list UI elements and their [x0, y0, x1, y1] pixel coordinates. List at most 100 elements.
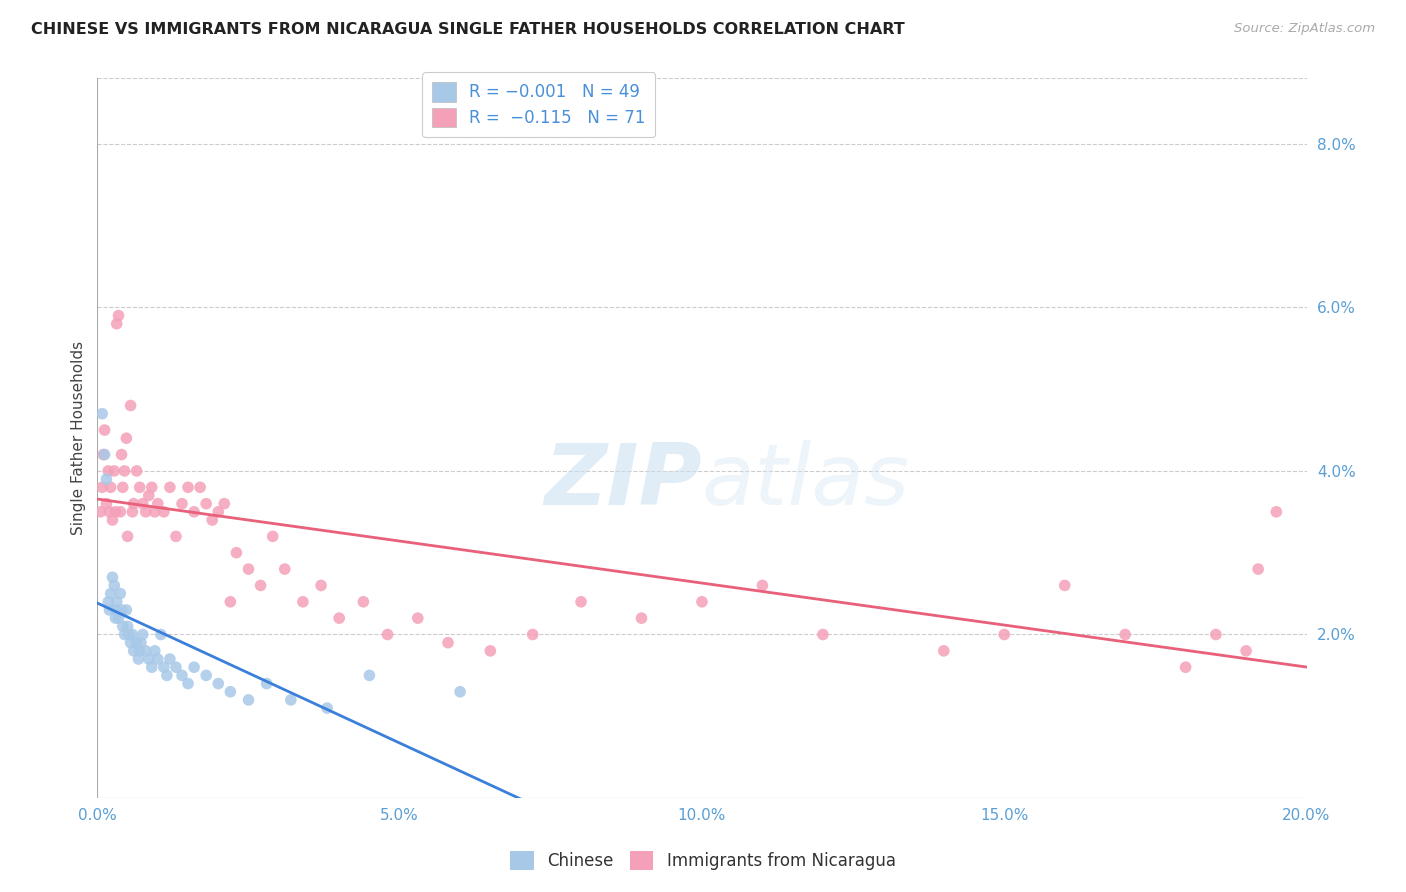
- Point: [183, 660, 205, 674]
- Point: [110, 505, 132, 519]
- Point: [309, 578, 332, 592]
- Point: [156, 668, 179, 682]
- Point: [122, 497, 145, 511]
- Point: [274, 562, 297, 576]
- Point: [89, 505, 111, 519]
- Point: [1053, 578, 1076, 592]
- Point: [359, 668, 381, 682]
- Point: [159, 652, 181, 666]
- Point: [1174, 660, 1197, 674]
- Point: [93, 423, 115, 437]
- Point: [352, 595, 374, 609]
- Point: [141, 480, 163, 494]
- Point: [107, 309, 129, 323]
- Point: [101, 513, 124, 527]
- Point: [1247, 562, 1270, 576]
- Point: [291, 595, 314, 609]
- Point: [91, 480, 114, 494]
- Point: [122, 644, 145, 658]
- Point: [110, 603, 132, 617]
- Point: [120, 635, 142, 649]
- Legend: Chinese, Immigrants from Nicaragua: Chinese, Immigrants from Nicaragua: [503, 844, 903, 877]
- Point: [104, 505, 127, 519]
- Point: [219, 685, 242, 699]
- Point: [115, 603, 138, 617]
- Point: [103, 464, 125, 478]
- Point: [111, 480, 134, 494]
- Point: [121, 627, 143, 641]
- Text: Source: ZipAtlas.com: Source: ZipAtlas.com: [1234, 22, 1375, 36]
- Point: [110, 586, 132, 600]
- Point: [97, 595, 120, 609]
- Point: [280, 693, 302, 707]
- Point: [328, 611, 350, 625]
- Point: [115, 431, 138, 445]
- Point: [93, 448, 115, 462]
- Point: [110, 448, 132, 462]
- Point: [125, 635, 148, 649]
- Point: [479, 644, 502, 658]
- Text: ZIP: ZIP: [544, 440, 702, 523]
- Point: [97, 464, 120, 478]
- Point: [143, 644, 166, 658]
- Point: [1234, 644, 1257, 658]
- Point: [316, 701, 339, 715]
- Point: [522, 627, 544, 641]
- Point: [98, 603, 121, 617]
- Point: [159, 480, 181, 494]
- Point: [690, 595, 713, 609]
- Point: [177, 676, 200, 690]
- Point: [131, 497, 153, 511]
- Text: atlas: atlas: [702, 440, 910, 523]
- Point: [165, 529, 187, 543]
- Point: [107, 611, 129, 625]
- Point: [170, 497, 193, 511]
- Point: [262, 529, 284, 543]
- Point: [569, 595, 592, 609]
- Point: [135, 505, 157, 519]
- Point: [238, 562, 260, 576]
- Point: [219, 595, 242, 609]
- Point: [141, 660, 163, 674]
- Point: [128, 644, 150, 658]
- Point: [406, 611, 429, 625]
- Point: [146, 497, 169, 511]
- Point: [143, 505, 166, 519]
- Point: [1205, 627, 1227, 641]
- Point: [146, 652, 169, 666]
- Point: [117, 619, 139, 633]
- Point: [188, 480, 211, 494]
- Point: [1114, 627, 1136, 641]
- Y-axis label: Single Father Households: Single Father Households: [72, 341, 86, 535]
- Point: [238, 693, 260, 707]
- Point: [207, 505, 229, 519]
- Point: [93, 448, 115, 462]
- Point: [993, 627, 1015, 641]
- Point: [100, 586, 122, 600]
- Point: [105, 595, 128, 609]
- Point: [225, 546, 247, 560]
- Point: [377, 627, 399, 641]
- Point: [177, 480, 200, 494]
- Point: [117, 529, 139, 543]
- Point: [207, 676, 229, 690]
- Text: CHINESE VS IMMIGRANTS FROM NICARAGUA SINGLE FATHER HOUSEHOLDS CORRELATION CHART: CHINESE VS IMMIGRANTS FROM NICARAGUA SIN…: [31, 22, 904, 37]
- Point: [135, 644, 157, 658]
- Point: [129, 635, 152, 649]
- Point: [121, 505, 143, 519]
- Point: [751, 578, 773, 592]
- Point: [127, 652, 149, 666]
- Point: [104, 611, 127, 625]
- Point: [811, 627, 834, 641]
- Point: [149, 627, 172, 641]
- Point: [449, 685, 471, 699]
- Point: [101, 570, 124, 584]
- Point: [103, 578, 125, 592]
- Point: [165, 660, 187, 674]
- Point: [96, 472, 118, 486]
- Point: [183, 505, 205, 519]
- Point: [104, 603, 127, 617]
- Point: [170, 668, 193, 682]
- Point: [932, 644, 955, 658]
- Point: [437, 635, 460, 649]
